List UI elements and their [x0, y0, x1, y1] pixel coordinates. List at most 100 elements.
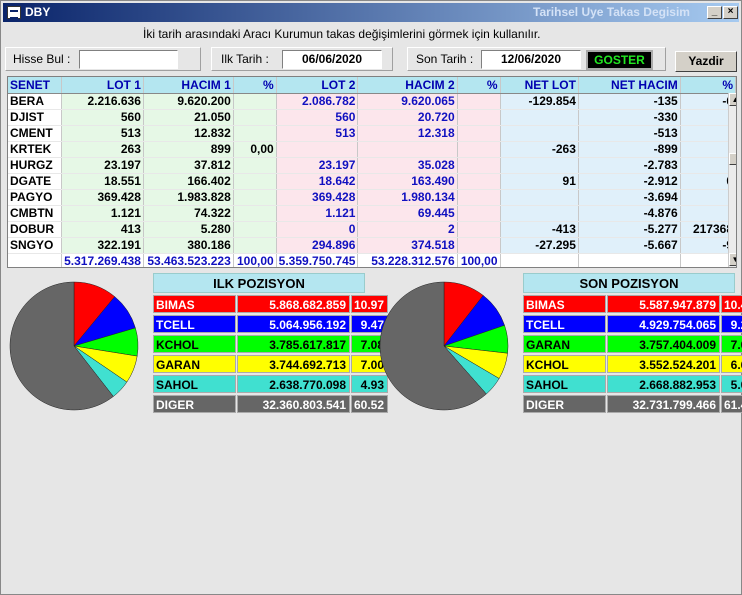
table-row[interactable]: DOBUR 413 5.280 0 2 -413 -5.277 217368 [8, 221, 736, 238]
table-cell: 12.832 [143, 125, 234, 142]
son-tarih-label: Son Tarih : [416, 52, 474, 66]
table-cell [500, 189, 579, 206]
ilk-tarih-group [211, 47, 393, 71]
table-cell: 9.620.065 [357, 93, 458, 110]
total-cell: 5.359.750.745 [276, 253, 359, 267]
total-cell: 100,00 [233, 253, 277, 267]
legend-name: DIGER [523, 395, 606, 413]
total-cell: 53.228.312.576 [357, 253, 458, 267]
legend-value: 3.757.404.009 [607, 335, 720, 353]
table-cell: 369.428 [61, 189, 144, 206]
table-cell: 899 [143, 141, 234, 158]
table-cell [457, 93, 501, 110]
scroll-thumb[interactable] [729, 153, 736, 165]
table-cell: 35.028 [357, 157, 458, 174]
column-header[interactable]: LOT 1 [61, 77, 144, 94]
table-cell [357, 141, 458, 158]
ilk-pozisyon-title: ILK POZISYON [153, 273, 365, 293]
table-cell: 20.720 [357, 109, 458, 126]
legend-pct: 60.52 [351, 395, 388, 413]
column-header[interactable]: NET LOT [500, 77, 579, 94]
table-row[interactable]: BERA 2.216.636 9.620.200 2.086.782 9.620.065… [8, 93, 736, 110]
table-cell [457, 189, 501, 206]
column-header[interactable]: HACIM 1 [143, 77, 234, 94]
legend-pct: 7.05 [721, 335, 742, 353]
legend-pct: 10.49 [721, 295, 742, 313]
hisse-search-input[interactable] [79, 50, 178, 69]
column-header[interactable]: NET HACIM [578, 77, 681, 94]
info-text: İki tarih arasındaki Aracı Kurumun takas… [143, 27, 541, 41]
close-button[interactable]: × [723, 6, 738, 19]
ilk-legend-row: KCHOL 3.785.617.817 7.08 [153, 335, 389, 353]
table-row[interactable]: KRTEK 263 899 0,00 -263 -899 [8, 141, 736, 158]
table-cell [457, 109, 501, 126]
legend-pct: 10.97 [351, 295, 388, 313]
table-cell [233, 109, 277, 126]
column-header[interactable]: % [457, 77, 501, 94]
table-cell [276, 141, 359, 158]
table-cell: DGATE [8, 173, 63, 190]
goster-button[interactable]: GOSTER [586, 50, 653, 70]
table-row[interactable]: SNGYO 322.191 380.186 294.896 374.518 -27.295… [8, 237, 736, 254]
table-cell [233, 221, 277, 238]
legend-name: TCELL [523, 315, 606, 333]
column-header[interactable]: SENET [8, 77, 63, 94]
takas-grid[interactable]: SENET LOT 1 HACIM 1% LOT 2 HACIM 2% NET LOT NE… [7, 76, 737, 268]
scroll-up-icon[interactable]: ▲ [729, 93, 736, 106]
son-tarih-input[interactable]: 12/06/2020 [481, 50, 581, 69]
table-cell: 513 [61, 125, 144, 142]
ilk-tarih-input[interactable]: 06/06/2020 [282, 50, 382, 69]
yazdir-button[interactable]: Yazdir [675, 51, 737, 72]
minimize-button[interactable]: _ [707, 6, 722, 19]
table-cell [680, 205, 736, 222]
table-row[interactable]: CMBTN 1.121 74.322 1.121 69.445 -4.876 [8, 205, 736, 222]
table-cell: 18.642 [276, 173, 359, 190]
title-bar[interactable]: DBY Tarihsel Uye Takas Degisim _ × [3, 3, 739, 22]
table-cell: -9 [680, 237, 736, 254]
table-row[interactable]: CMENT 513 12.832 513 12.318 -513 [8, 125, 736, 142]
legend-value: 5.868.682.859 [237, 295, 350, 313]
table-cell: -5.667 [578, 237, 681, 254]
legend-pct: 5.01 [721, 375, 742, 393]
table-row[interactable]: PAGYO 369.428 1.983.828 369.428 1.980.134 -3.… [8, 189, 736, 206]
legend-name: TCELL [153, 315, 236, 333]
vertical-scrollbar[interactable]: ▲ ▼ [728, 93, 736, 267]
table-row[interactable]: HURGZ 23.197 37.812 23.197 35.028 -2.783 [8, 157, 736, 174]
table-cell: -330 [578, 109, 681, 126]
legend-value: 3.552.524.201 [607, 355, 720, 373]
column-header[interactable]: HACIM 2 [357, 77, 458, 94]
legend-value: 3.744.692.713 [237, 355, 350, 373]
table-cell [680, 125, 736, 142]
table-cell: 2.216.636 [61, 93, 144, 110]
table-cell: -899 [578, 141, 681, 158]
total-cell [680, 253, 736, 267]
table-cell [233, 93, 277, 110]
scroll-down-icon[interactable]: ▼ [729, 253, 736, 266]
legend-name: KCHOL [153, 335, 236, 353]
legend-pct: 61.49 [721, 395, 742, 413]
table-cell [233, 205, 277, 222]
table-cell: 37.812 [143, 157, 234, 174]
legend-value: 32.731.799.466 [607, 395, 720, 413]
table-cell: HURGZ [8, 157, 63, 174]
column-header[interactable]: % [233, 77, 277, 94]
hisse-label: Hisse Bul : [13, 52, 71, 66]
table-cell: -2.912 [578, 173, 681, 190]
table-cell [500, 125, 579, 142]
table-cell: 23.197 [276, 157, 359, 174]
table-row[interactable]: DJIST 560 21.050 560 20.720 -330 [8, 109, 736, 126]
ilk-legend-row: GARAN 3.744.692.713 7.00 [153, 355, 389, 373]
legend-name: BIMAS [523, 295, 606, 313]
table-cell: 21.050 [143, 109, 234, 126]
legend-value: 3.785.617.817 [237, 335, 350, 353]
column-header[interactable]: LOT 2 [276, 77, 359, 94]
table-cell [457, 237, 501, 254]
table-cell: CMBTN [8, 205, 63, 222]
table-cell: 294.896 [276, 237, 359, 254]
column-header[interactable]: % [680, 77, 736, 94]
total-cell [8, 253, 63, 267]
